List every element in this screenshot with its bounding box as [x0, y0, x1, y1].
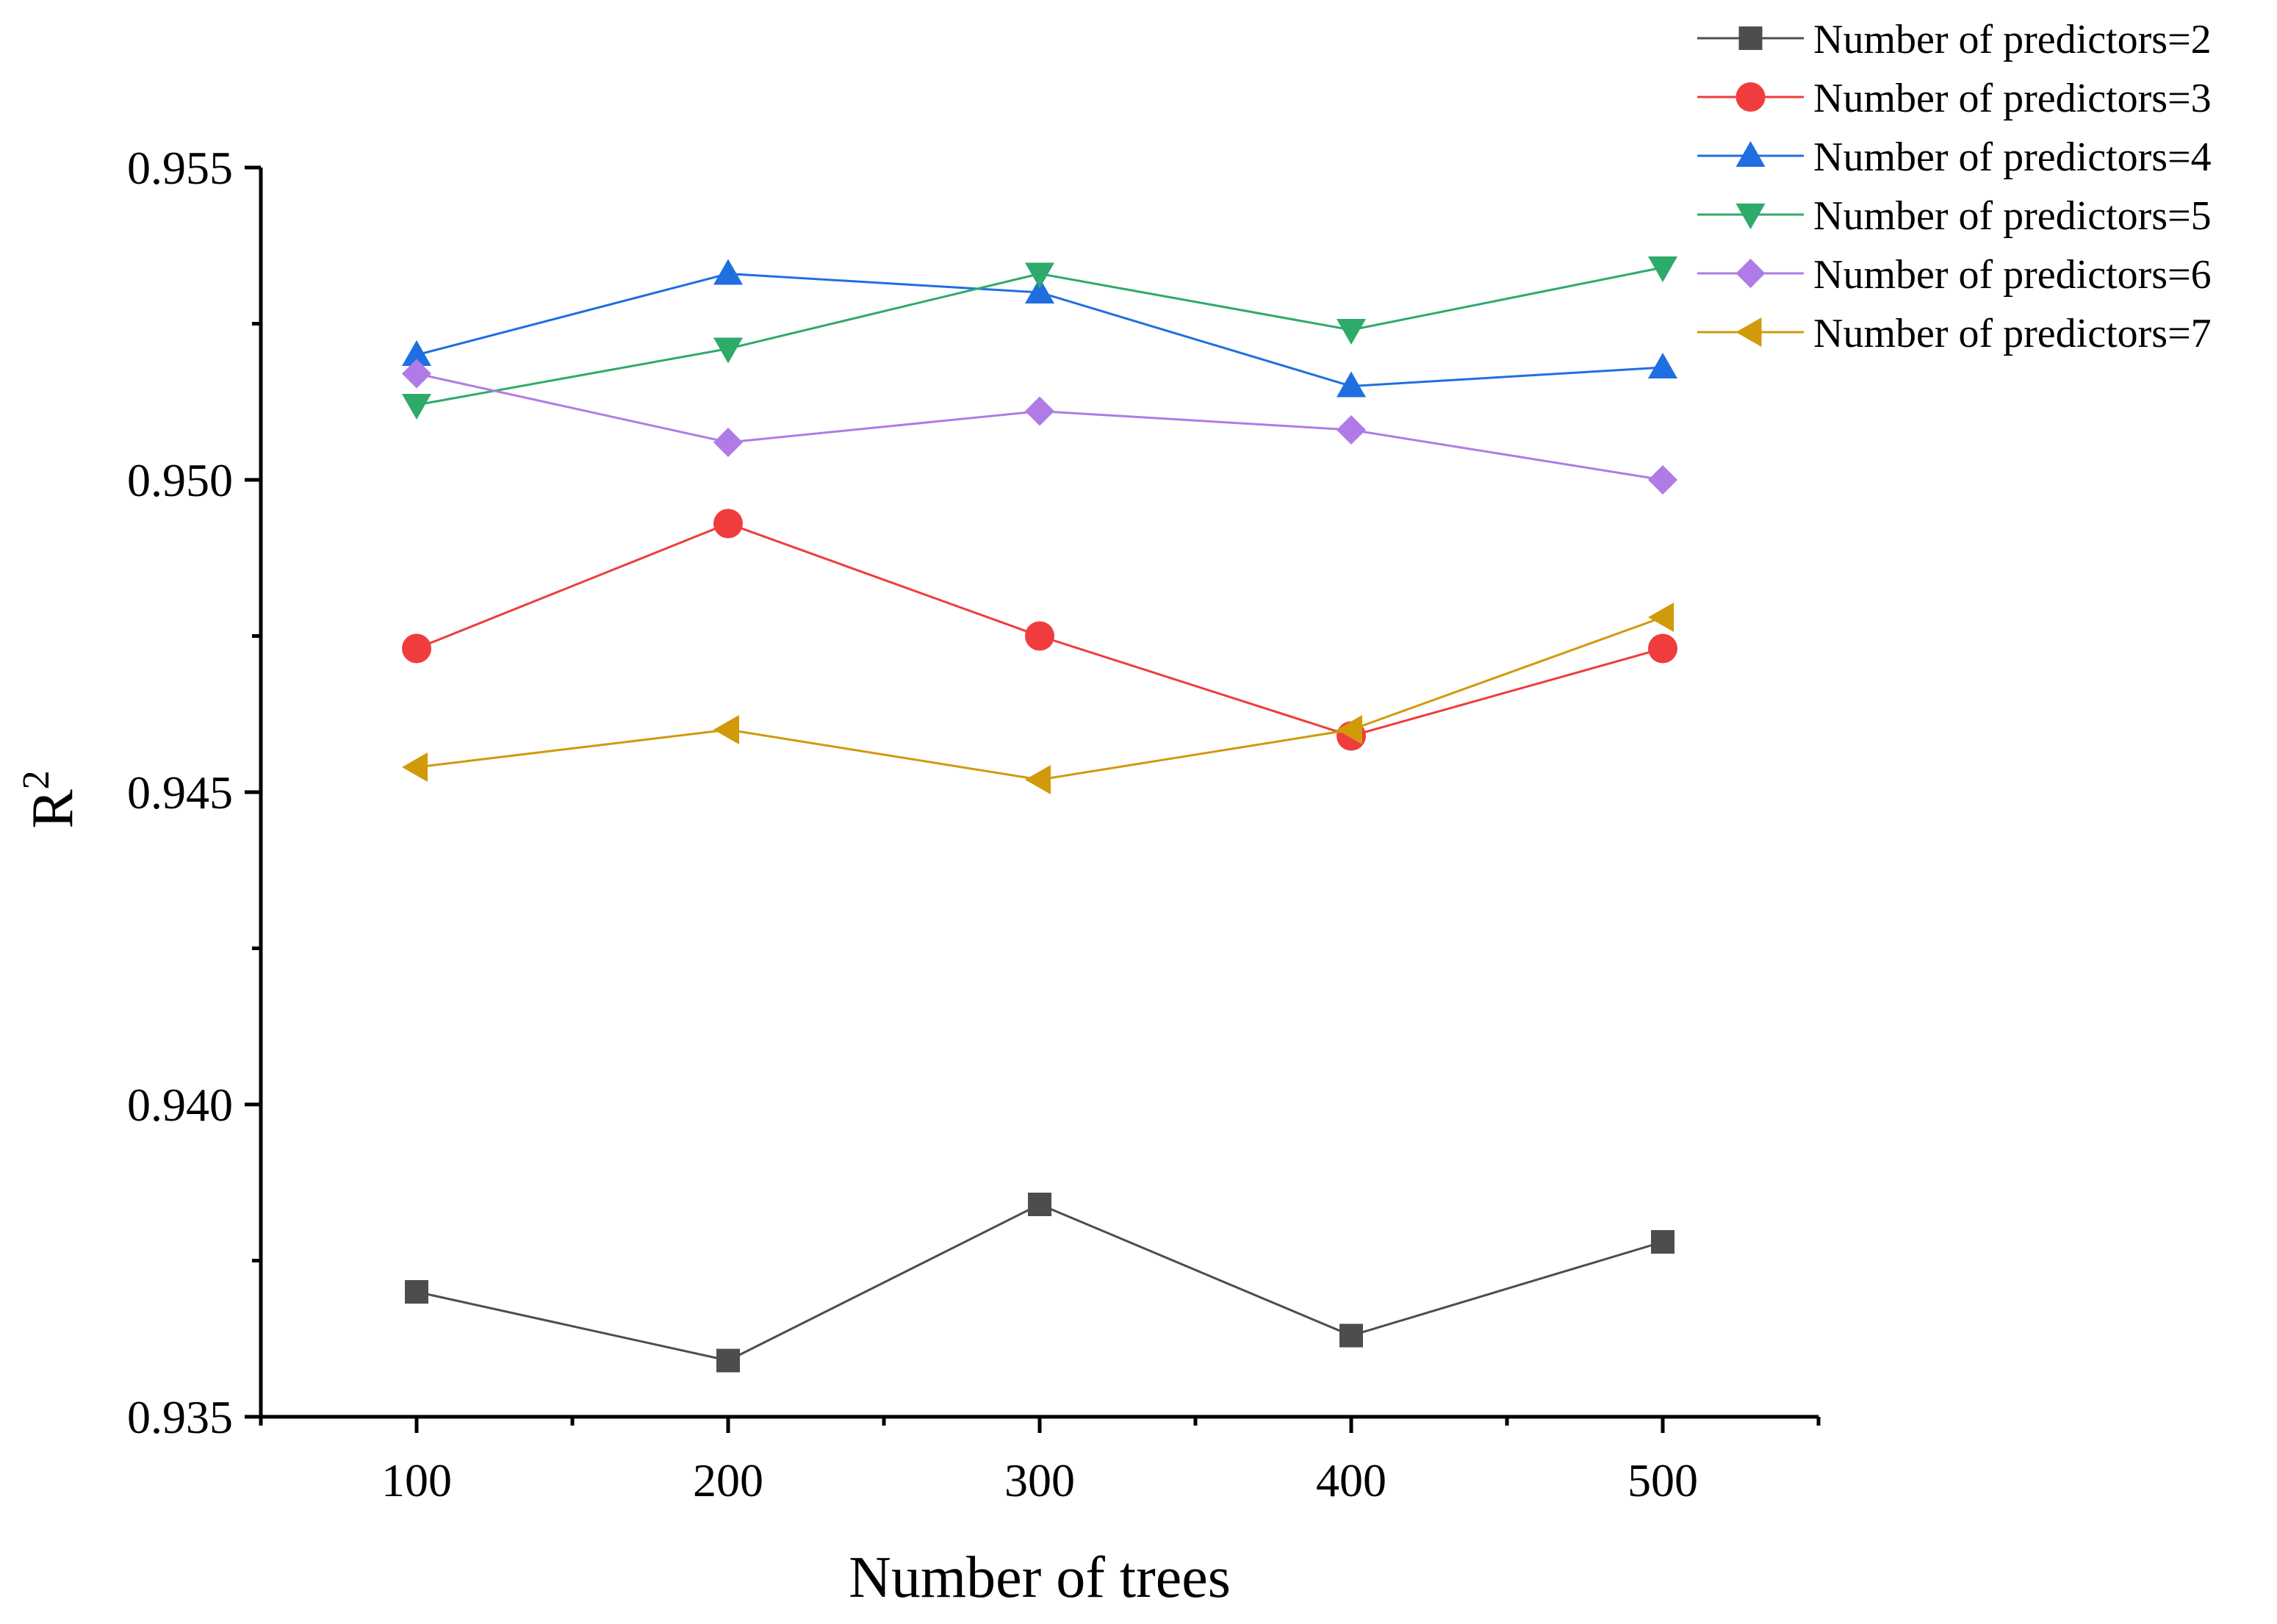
y-tick-label: 0.955: [127, 142, 233, 194]
data-point: [402, 359, 431, 389]
legend-label: Number of predictors=7: [1813, 311, 2212, 356]
data-point: [1648, 353, 1677, 378]
data-point: [402, 394, 431, 420]
legend-marker: [1735, 82, 1766, 112]
data-point: [402, 752, 428, 782]
legend-entry: Number of predictors=2: [1697, 17, 2212, 62]
legend-entry: Number of predictors=6: [1697, 252, 2212, 298]
series-6: [402, 603, 1674, 794]
y-tick-label: 0.940: [127, 1079, 233, 1131]
series-3: [402, 259, 1677, 398]
data-point: [1028, 1193, 1051, 1216]
data-point: [1025, 621, 1054, 651]
legend-marker: [1735, 317, 1762, 347]
legend-marker: [1738, 26, 1763, 50]
data-point: [713, 509, 743, 539]
data-point: [1339, 1323, 1363, 1348]
data-point: [713, 428, 743, 457]
legend-marker: [1735, 204, 1766, 229]
data-point: [1648, 603, 1674, 632]
data-point: [716, 1348, 740, 1373]
series-1: [405, 1193, 1675, 1373]
series-2: [402, 509, 1677, 751]
legend-label: Number of predictors=6: [1813, 252, 2212, 298]
data-point: [1648, 465, 1677, 495]
legend-entry: Number of predictors=7: [1697, 311, 2212, 356]
x-axis-title: Number of trees: [849, 1545, 1231, 1610]
legend-label: Number of predictors=3: [1813, 76, 2212, 121]
legend-label: Number of predictors=5: [1813, 193, 2212, 239]
y-axis-title: R2: [15, 770, 85, 828]
series-4: [402, 256, 1677, 420]
data-point: [1025, 262, 1054, 289]
axes: 0.935 0.940 0.945 0.950 0.955 100 200 300 400 500: [127, 142, 1821, 1506]
y-tick-label: 0.945: [127, 766, 233, 819]
legend-marker: [1735, 259, 1766, 288]
data-point: [1337, 319, 1366, 345]
series-5: [402, 359, 1677, 495]
legend: Number of predictors=2 Number of predicto…: [1697, 17, 2212, 356]
series-line: [416, 373, 1663, 481]
legend-label: Number of predictors=4: [1813, 134, 2212, 180]
legend-entry: Number of predictors=3: [1697, 76, 2212, 121]
data-point: [1651, 1230, 1675, 1254]
data-point: [1648, 633, 1677, 664]
data-point: [402, 340, 431, 366]
data-point: [1025, 765, 1051, 794]
legend-label: Number of predictors=2: [1813, 17, 2212, 62]
data-point: [402, 633, 431, 664]
x-tick-label: 200: [693, 1454, 763, 1506]
series-line: [416, 1203, 1663, 1362]
y-axis-title-base: R: [21, 789, 85, 829]
data-point: [1337, 371, 1366, 398]
y-axis-title-superscript: 2: [15, 770, 57, 789]
x-tick-label: 400: [1316, 1454, 1386, 1506]
x-tick-label: 500: [1627, 1454, 1698, 1506]
data-point: [1648, 256, 1677, 282]
legend-entry: Number of predictors=4: [1697, 134, 2212, 180]
data-point: [405, 1280, 428, 1304]
legend-entry: Number of predictors=5: [1697, 193, 2212, 239]
data-point: [713, 337, 743, 364]
x-tick-label: 100: [381, 1454, 452, 1506]
data-point: [1337, 715, 1362, 744]
data-point: [713, 715, 739, 744]
data-point: [1337, 415, 1366, 445]
y-tick-label: 0.950: [127, 454, 233, 506]
data-point: [1025, 278, 1054, 303]
y-tick-label: 0.935: [127, 1391, 233, 1443]
data-point: [713, 259, 743, 285]
legend-marker: [1735, 141, 1766, 167]
x-tick-label: 300: [1004, 1454, 1075, 1506]
data-point: [1025, 396, 1054, 426]
series-layer: [402, 256, 1677, 1373]
